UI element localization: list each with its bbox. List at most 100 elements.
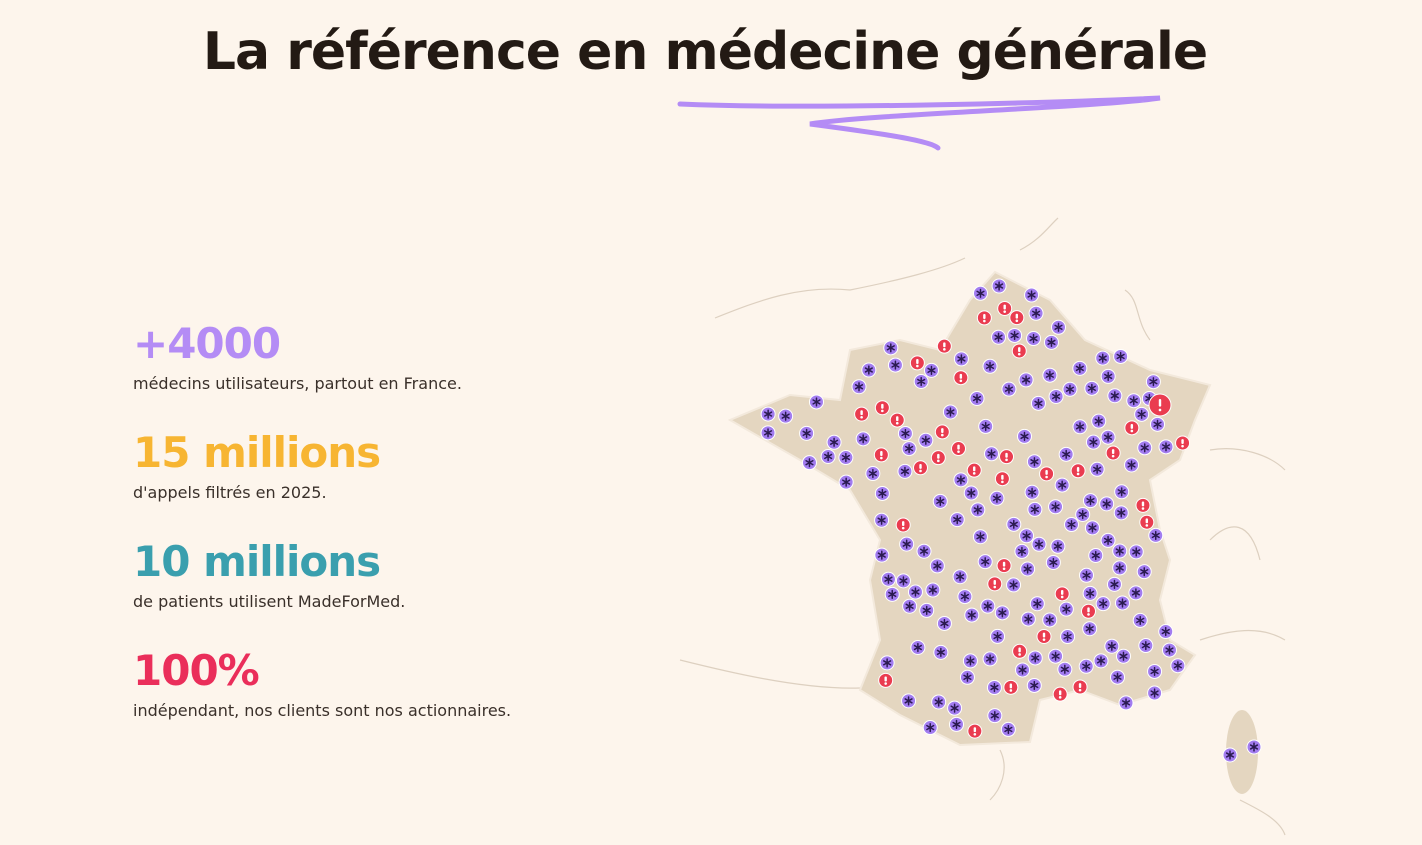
partner-marker[interactable]: [1039, 466, 1055, 482]
doctor-marker[interactable]: [1113, 348, 1129, 364]
partner-marker[interactable]: [994, 471, 1010, 487]
doctor-marker[interactable]: [899, 536, 915, 552]
doctor-marker[interactable]: [931, 694, 947, 710]
doctor-marker[interactable]: [952, 569, 968, 585]
doctor-marker[interactable]: [778, 408, 794, 424]
doctor-marker[interactable]: [1082, 621, 1098, 637]
doctor-marker[interactable]: [972, 529, 988, 545]
doctor-marker[interactable]: [1145, 374, 1161, 390]
doctor-marker[interactable]: [1088, 547, 1104, 563]
doctor-marker[interactable]: [949, 716, 965, 732]
doctor-marker[interactable]: [925, 582, 941, 598]
doctor-marker[interactable]: [1062, 381, 1078, 397]
partner-marker[interactable]: [1105, 445, 1121, 461]
doctor-marker[interactable]: [883, 340, 899, 356]
doctor-marker[interactable]: [1112, 543, 1128, 559]
doctor-marker[interactable]: [1027, 501, 1043, 517]
doctor-marker[interactable]: [933, 644, 949, 660]
doctor-marker[interactable]: [964, 607, 980, 623]
doctor-marker[interactable]: [902, 598, 918, 614]
partner-marker[interactable]: [1052, 686, 1068, 702]
doctor-marker[interactable]: [942, 404, 958, 420]
doctor-marker[interactable]: [801, 455, 817, 471]
doctor-marker[interactable]: [1115, 648, 1131, 664]
doctor-marker[interactable]: [838, 450, 854, 466]
doctor-marker[interactable]: [947, 700, 963, 716]
doctor-marker[interactable]: [1082, 493, 1098, 509]
doctor-marker[interactable]: [969, 390, 985, 406]
partner-marker[interactable]: [1009, 310, 1025, 326]
doctor-marker[interactable]: [1147, 685, 1163, 701]
partner-marker[interactable]: [889, 412, 905, 428]
doctor-marker[interactable]: [901, 441, 917, 457]
doctor-marker[interactable]: [922, 720, 938, 736]
doctor-marker[interactable]: [1118, 695, 1134, 711]
doctor-marker[interactable]: [919, 602, 935, 618]
doctor-marker[interactable]: [1158, 439, 1174, 455]
doctor-marker[interactable]: [1042, 367, 1058, 383]
partner-marker[interactable]: [874, 400, 890, 416]
partner-marker[interactable]: [987, 576, 1003, 592]
doctor-marker[interactable]: [1091, 413, 1107, 429]
doctor-marker[interactable]: [1095, 596, 1111, 612]
doctor-marker[interactable]: [1126, 393, 1142, 409]
doctor-marker[interactable]: [980, 598, 996, 614]
partner-marker[interactable]: [1135, 497, 1151, 513]
doctor-marker[interactable]: [986, 680, 1002, 696]
partner-marker[interactable]: [1072, 679, 1088, 695]
doctor-marker[interactable]: [1020, 611, 1036, 627]
doctor-marker[interactable]: [990, 628, 1006, 644]
partner-marker[interactable]: [913, 460, 929, 476]
doctor-marker[interactable]: [962, 653, 978, 669]
doctor-marker[interactable]: [760, 425, 776, 441]
doctor-marker[interactable]: [1058, 601, 1074, 617]
doctor-marker[interactable]: [1020, 561, 1036, 577]
partner-marker[interactable]: [997, 300, 1013, 316]
doctor-marker[interactable]: [887, 357, 903, 373]
doctor-marker[interactable]: [1050, 538, 1066, 554]
doctor-marker[interactable]: [1170, 658, 1186, 674]
doctor-marker[interactable]: [1158, 624, 1174, 640]
doctor-marker[interactable]: [1085, 434, 1101, 450]
doctor-marker[interactable]: [1026, 331, 1042, 347]
doctor-marker[interactable]: [838, 474, 854, 490]
partner-marker[interactable]: [1012, 643, 1028, 659]
doctor-marker[interactable]: [1050, 319, 1066, 335]
doctor-marker[interactable]: [978, 418, 994, 434]
doctor-marker[interactable]: [913, 374, 929, 390]
doctor-marker[interactable]: [1029, 596, 1045, 612]
partner-marker[interactable]: [878, 672, 894, 688]
doctor-marker[interactable]: [855, 431, 871, 447]
doctor-marker[interactable]: [1024, 484, 1040, 500]
doctor-marker[interactable]: [1089, 461, 1105, 477]
doctor-marker[interactable]: [953, 351, 969, 367]
partner-marker[interactable]: [996, 558, 1012, 574]
doctor-marker[interactable]: [1057, 661, 1073, 677]
partner-marker[interactable]: [1148, 393, 1172, 417]
doctor-marker[interactable]: [1058, 446, 1074, 462]
doctor-marker[interactable]: [884, 586, 900, 602]
doctor-marker[interactable]: [760, 406, 776, 422]
partner-marker[interactable]: [854, 406, 870, 422]
partner-marker[interactable]: [873, 447, 889, 463]
doctor-marker[interactable]: [799, 425, 815, 441]
doctor-marker[interactable]: [907, 584, 923, 600]
partner-marker[interactable]: [934, 424, 950, 440]
doctor-marker[interactable]: [1099, 496, 1115, 512]
doctor-marker[interactable]: [874, 512, 890, 528]
partner-marker[interactable]: [909, 355, 925, 371]
doctor-marker[interactable]: [1084, 380, 1100, 396]
doctor-marker[interactable]: [984, 446, 1000, 462]
doctor-marker[interactable]: [1246, 739, 1262, 755]
doctor-marker[interactable]: [957, 589, 973, 605]
partner-marker[interactable]: [1124, 420, 1140, 436]
doctor-marker[interactable]: [1112, 560, 1128, 576]
doctor-marker[interactable]: [1137, 440, 1153, 456]
doctor-marker[interactable]: [1031, 536, 1047, 552]
doctor-marker[interactable]: [851, 379, 867, 395]
partner-marker[interactable]: [930, 450, 946, 466]
partner-marker[interactable]: [966, 462, 982, 478]
doctor-marker[interactable]: [1093, 653, 1109, 669]
doctor-marker[interactable]: [1054, 477, 1070, 493]
doctor-marker[interactable]: [1104, 638, 1120, 654]
